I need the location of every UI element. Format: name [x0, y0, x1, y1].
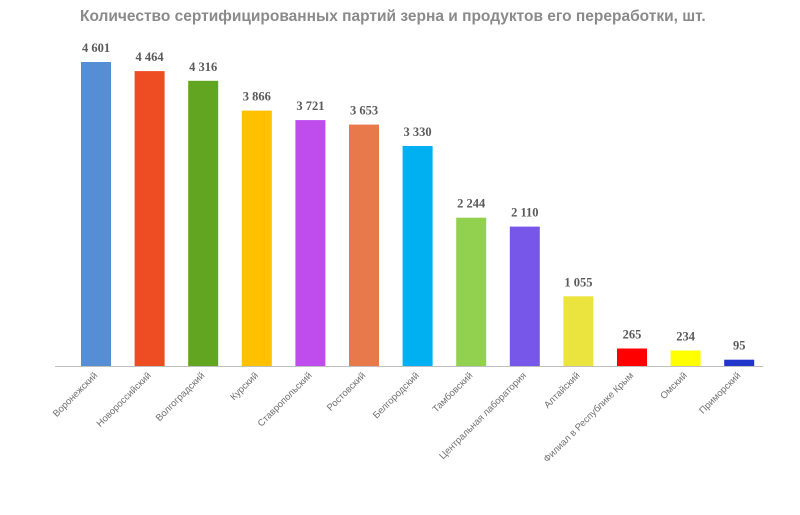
x-tick-label: Белгородский — [371, 370, 422, 421]
data-label: 4 601 — [82, 41, 110, 55]
bar — [617, 348, 647, 366]
bar — [670, 350, 701, 366]
data-label: 2 244 — [457, 197, 486, 211]
x-tick-label: Омский — [658, 370, 689, 401]
data-label: 3 721 — [296, 99, 324, 113]
bar — [402, 146, 433, 366]
x-tick-label: Филиал в Республике Крым — [542, 370, 637, 465]
data-label: 3 653 — [350, 104, 378, 118]
x-tick-label: Курский — [228, 370, 261, 403]
x-tick-label: Воронежский — [51, 370, 100, 419]
bar — [188, 80, 219, 367]
bar — [509, 226, 540, 366]
bar — [134, 71, 165, 366]
bar — [456, 217, 487, 366]
data-label: 1 055 — [564, 275, 592, 289]
data-label: 3 330 — [404, 125, 432, 139]
data-label: 4 464 — [136, 50, 165, 64]
data-label: 2 110 — [511, 206, 538, 220]
bar — [349, 124, 379, 366]
x-tick-label: Ростовский — [325, 370, 368, 413]
data-label: 234 — [676, 330, 696, 344]
bar — [241, 110, 272, 366]
bar — [81, 62, 111, 366]
x-tick-label: Новороссийский — [95, 370, 154, 429]
bar — [724, 359, 755, 366]
data-label: 265 — [623, 328, 642, 342]
data-label: 4 316 — [189, 60, 217, 74]
x-tick-label: Центральная лаборатория — [437, 370, 529, 462]
bar — [563, 296, 594, 366]
x-tick-label: Волгоградский — [154, 370, 207, 423]
x-tick-label: Приморский — [697, 370, 743, 416]
data-label: 3 866 — [243, 90, 271, 104]
x-tick-label: Алтайский — [542, 370, 582, 410]
chart-title: Количество сертифицированных партий зерн… — [80, 8, 706, 25]
x-tick-label: Тамбовский — [431, 370, 476, 415]
bar — [295, 120, 326, 366]
data-label: 95 — [733, 339, 746, 353]
x-tick-label: Ставропольский — [256, 370, 315, 429]
